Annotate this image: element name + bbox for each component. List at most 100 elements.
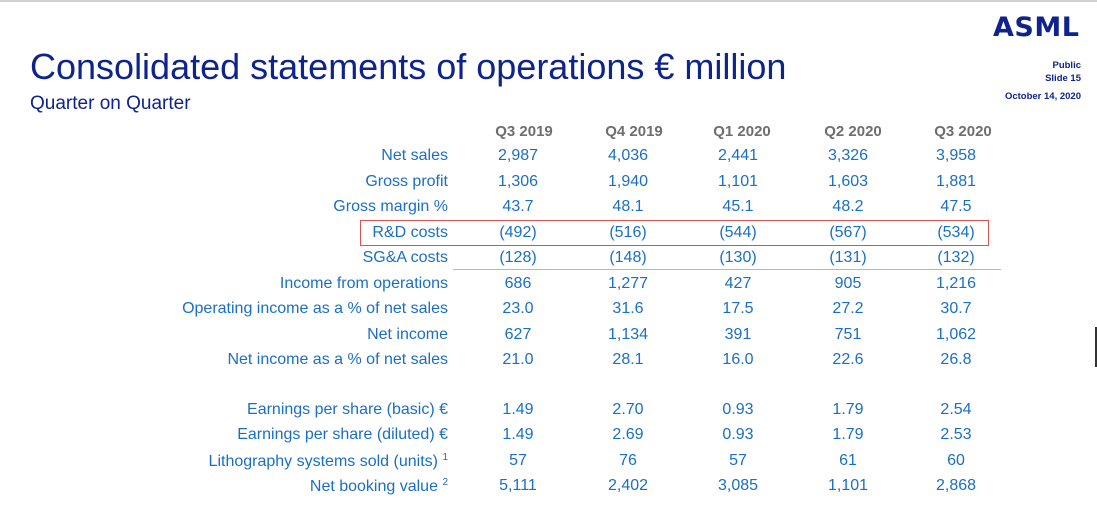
table-cell: 21.0 [502, 351, 534, 368]
table-cell: 751 [834, 326, 862, 343]
row-label: R&D costs [372, 224, 448, 242]
table-cell: (516) [609, 224, 647, 241]
table-cell: 0.93 [722, 401, 754, 418]
table-cell: 76 [619, 452, 637, 469]
row-label-text: SG&A costs [362, 249, 448, 266]
table-row: Net income 627 1,134 391 751 1,062 [0, 326, 1097, 350]
table-cell: 48.2 [832, 198, 864, 215]
table-cell: 23.0 [502, 300, 534, 317]
row-label: SG&A costs [363, 249, 448, 267]
table-cell: (132) [937, 249, 975, 266]
table-cell: (131) [829, 249, 867, 266]
asml-logo: ASML [993, 12, 1080, 43]
classification-label: Public [1052, 60, 1081, 71]
table-cell: 2.54 [940, 401, 972, 418]
row-label: Operating income as a % of net sales [182, 300, 448, 318]
table-cell: 0.93 [722, 426, 754, 443]
row-label-text: Net sales [381, 147, 448, 164]
table-cell: 57 [729, 452, 747, 469]
table-cell: 3,085 [717, 477, 759, 494]
table-cell: 3,326 [827, 147, 869, 164]
table-cell: 22.6 [832, 351, 864, 368]
row-label: Net income as a % of net sales [227, 351, 448, 369]
table-cell: 1,603 [827, 173, 869, 190]
row-label: Income from operations [280, 275, 448, 293]
table-row: Net sales 2,987 4,036 2,441 3,326 3,958 [0, 147, 1097, 171]
column-header: Q3 2020 [934, 123, 992, 140]
table-row: SG&A costs (128) (148) (130) (131) (132) [0, 249, 1097, 273]
row-label: Net booking value 2 [310, 477, 448, 496]
row-label-text: Net booking value [309, 478, 438, 495]
table-cell: (130) [719, 249, 757, 266]
table-cell: 27.2 [832, 300, 864, 317]
footnote-marker: 2 [442, 477, 448, 488]
table-cell: 47.5 [940, 198, 972, 215]
table-cell: 31.6 [612, 300, 644, 317]
table-row: Earnings per share (basic) € 1.49 2.70 0.93… [0, 401, 1097, 425]
table-cell: 48.1 [612, 198, 644, 215]
slide-date: October 14, 2020 [1004, 91, 1081, 102]
table-cell: 1,216 [935, 275, 977, 292]
table-cell: 1,134 [607, 326, 649, 343]
rd-costs-highlight-box [360, 220, 989, 246]
table-cell: 1.49 [502, 426, 534, 443]
row-label: Lithography systems sold (units) 1 [209, 452, 448, 471]
table-cell: 57 [509, 452, 527, 469]
table-cell: 1.79 [832, 401, 864, 418]
row-label-text: Income from operations [279, 275, 448, 292]
table-cell: 427 [724, 275, 752, 292]
column-header: Q1 2020 [713, 123, 771, 140]
table-cell: 1,101 [717, 173, 759, 190]
row-label: Gross profit [365, 173, 448, 191]
table-row: R&D costs (492) (516) (544) (567) (534) [0, 224, 1097, 248]
row-label: Gross margin % [333, 198, 448, 216]
table-cell: 627 [504, 326, 532, 343]
table-cell: 3,958 [935, 147, 977, 164]
footnote-marker: 1 [442, 452, 448, 463]
table-cell: 5,111 [499, 477, 537, 494]
table-cell: (544) [719, 224, 757, 241]
row-label: Net income [367, 326, 448, 344]
slide-number: Slide 15 [1045, 73, 1081, 84]
table-row: Gross margin % 43.7 48.1 45.1 48.2 47.5 [0, 198, 1097, 222]
row-label-text: Net income [367, 326, 448, 343]
row-label-text: Gross margin % [333, 198, 448, 215]
table-cell: 2.70 [612, 401, 644, 418]
table-cell: 1.49 [502, 401, 534, 418]
table-cell: (567) [829, 224, 867, 241]
column-header: Q4 2019 [605, 123, 663, 140]
table-row: Earnings per share (diluted) € 1.49 2.69 0.… [0, 426, 1097, 450]
table-row: Net income as a % of net sales 21.0 28.1 16… [0, 351, 1097, 375]
page-title: Consolidated statements of operations € … [30, 46, 787, 87]
table-cell: 2,402 [607, 477, 649, 494]
row-label-text: Gross profit [365, 173, 448, 190]
table-cell: (492) [499, 224, 537, 241]
table-row: Lithography systems sold (units) 1 57 76 57… [0, 452, 1097, 476]
column-header: Q2 2020 [824, 123, 882, 140]
row-label-text: Lithography systems sold (units) [208, 453, 438, 470]
table-cell: 2.53 [940, 426, 972, 443]
table-cell: 905 [834, 275, 862, 292]
table-cell: (128) [499, 249, 537, 266]
table-cell: 28.1 [612, 351, 644, 368]
table-cell: 686 [504, 275, 532, 292]
right-edge-marker [1095, 327, 1097, 367]
table-cell: 1,062 [935, 326, 977, 343]
table-cell: 17.5 [722, 300, 754, 317]
page-subtitle: Quarter on Quarter [30, 93, 191, 114]
top-border [0, 0, 1097, 2]
row-label: Earnings per share (diluted) € [237, 426, 448, 444]
table-cell: 16.0 [722, 351, 754, 368]
table-row: Gross profit 1,306 1,940 1,101 1,603 1,881 [0, 173, 1097, 197]
table-cell: 4,036 [607, 147, 649, 164]
table-cell: 61 [839, 452, 857, 469]
table-cell: 391 [724, 326, 752, 343]
table-cell: 1,306 [497, 173, 539, 190]
row-label-text: Earnings per share (basic) € [247, 401, 448, 418]
row-label-text: R&D costs [372, 224, 448, 241]
row-label-text: Net income as a % of net sales [227, 351, 448, 368]
table-row: Operating income as a % of net sales 23.0… [0, 300, 1097, 324]
table-separator-line [453, 269, 1001, 270]
table-row: Net booking value 2 5,111 2,402 3,085 1,101 2… [0, 477, 1097, 501]
table-cell: 1,101 [827, 477, 869, 494]
